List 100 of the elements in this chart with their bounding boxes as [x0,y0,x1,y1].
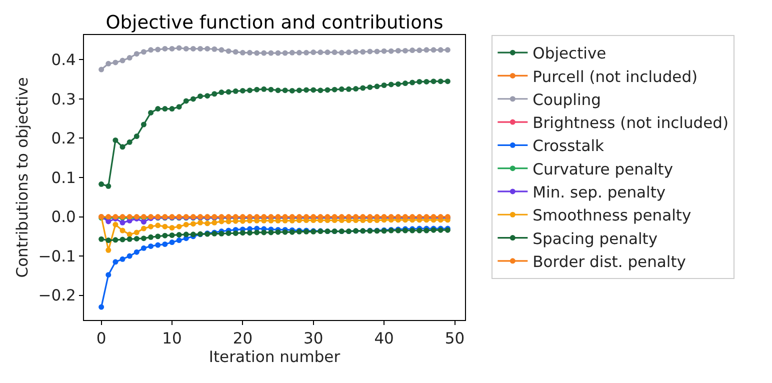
point [338,50,344,56]
point [444,47,450,53]
point [169,232,175,238]
point [261,230,267,236]
point [212,46,218,52]
point [112,60,118,66]
point [395,48,401,54]
point [367,48,373,54]
point [106,238,112,244]
x-tick-label: 50 [444,330,465,348]
point [112,259,118,265]
point [226,48,232,54]
point [120,256,126,262]
legend-label: Coupling [532,90,601,109]
point [282,229,288,235]
point [140,236,146,242]
point [275,88,281,94]
point [424,78,430,84]
point [381,82,387,88]
point [176,104,182,110]
point [416,78,422,84]
point [318,50,324,56]
point [324,50,330,56]
point [402,80,408,86]
point [134,230,140,236]
point [155,222,161,228]
point [212,91,218,97]
point [148,243,154,249]
legend-label: Curvature penalty [532,160,674,178]
point [126,232,132,238]
point [169,225,175,230]
point [444,78,450,84]
x-tick-label: 0 [96,330,106,348]
point [134,51,140,57]
point [148,47,154,53]
point [268,230,274,236]
point [367,84,373,90]
legend-label: Smoothness penalty [532,206,692,225]
point [254,230,260,236]
point [374,84,380,90]
point [430,47,436,53]
point [289,88,295,94]
point [155,106,161,112]
point [275,50,281,56]
legend-label: Brightness (not included) [532,114,729,132]
y-tick-label: −0.2 [38,286,76,305]
point [198,93,204,99]
point [304,87,310,93]
point [240,230,246,236]
point [98,236,104,242]
point [204,220,210,226]
point [134,236,140,242]
point [226,89,232,95]
point [254,86,260,92]
point [310,87,316,93]
point [374,48,380,54]
point [289,50,295,56]
point [353,86,359,92]
point [388,48,394,54]
point [155,234,161,240]
point [324,87,330,93]
point [240,88,246,94]
point [140,122,146,128]
y-tick-label: 0.4 [51,51,76,70]
x-tick-label: 10 [162,330,182,348]
point [198,46,204,52]
point [155,242,161,248]
y-tick-label: 0.0 [51,208,76,226]
x-axis-title: Iteration number [208,348,341,366]
point [360,85,366,91]
point [190,96,196,102]
point [120,144,126,150]
point [155,46,161,52]
point [183,232,189,238]
point [424,47,430,53]
point [381,48,387,54]
point [232,230,238,236]
x-tick-label: 40 [374,330,394,348]
point [176,232,182,238]
y-tick-label: 0.1 [51,168,76,187]
point [226,230,232,236]
point [240,50,246,56]
point [204,46,210,52]
point [261,50,267,56]
point [275,229,281,235]
point [332,50,338,56]
point [204,93,210,99]
point [126,236,132,242]
point [346,50,352,56]
point [232,88,238,94]
x-tick-label: 30 [304,330,324,348]
point [148,110,154,116]
point [134,249,140,255]
legend-label: Min. sep. penalty [532,184,666,202]
point [410,80,416,86]
point [112,222,118,228]
point [296,88,302,94]
point [106,247,112,253]
point [410,48,416,54]
point [247,50,253,56]
